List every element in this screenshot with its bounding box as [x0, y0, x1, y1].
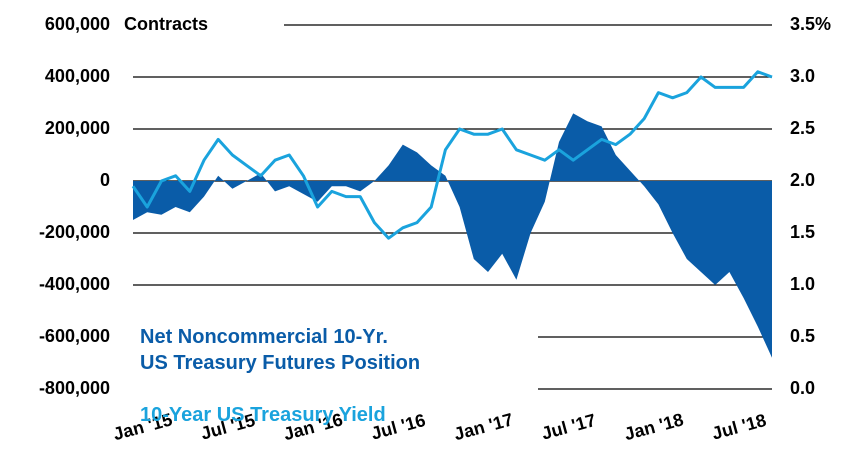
y-tick-label: 400,000 [45, 66, 110, 86]
x-tick-label: Jul '18 [710, 410, 769, 444]
legend-entry: 10-Year US Treasury Yield [140, 404, 386, 426]
x-tick-label: Jan '17 [452, 409, 515, 444]
y-tick-label: -200,000 [39, 222, 110, 242]
y2-tick-label: 2.5 [790, 118, 815, 138]
x-tick-label: Jul '17 [539, 410, 598, 444]
legend-entry: Net Noncommercial 10-Yr. US Treasury Fut… [140, 326, 421, 374]
line [131, 70, 773, 240]
y-tick-label: -800,000 [39, 378, 110, 398]
y-tick-label: -600,000 [39, 326, 110, 346]
y2-tick-label: 0.0 [790, 378, 815, 398]
y2-tick-label: 2.0 [790, 170, 815, 190]
x-tick: Jul '18 [710, 410, 769, 444]
x-tick-label: Jan '18 [622, 409, 685, 444]
y2-tick-label: 1.0 [790, 274, 815, 294]
x-tick: Jan '17 [452, 409, 515, 444]
legend-backdrop [112, 292, 538, 402]
legend: Net Noncommercial 10-Yr. US Treasury Fut… [140, 298, 420, 454]
y2-tick-label: 0.5 [790, 326, 815, 346]
area [133, 113, 772, 358]
label-backdrop [112, 12, 284, 38]
y-tick-label: -400,000 [39, 274, 110, 294]
y2-tick-label: 3.0 [790, 66, 815, 86]
x-tick: Jan '18 [622, 409, 685, 444]
y2-tick-label: 3.5% [790, 14, 831, 34]
x-tick: Jul '17 [539, 410, 598, 444]
y-axis-label: Contracts [124, 14, 208, 34]
y-tick-label: 600,000 [45, 14, 110, 34]
y2-tick-label: 1.5 [790, 222, 815, 242]
y-tick-label: 200,000 [45, 118, 110, 138]
y-tick-label: 0 [100, 170, 110, 190]
